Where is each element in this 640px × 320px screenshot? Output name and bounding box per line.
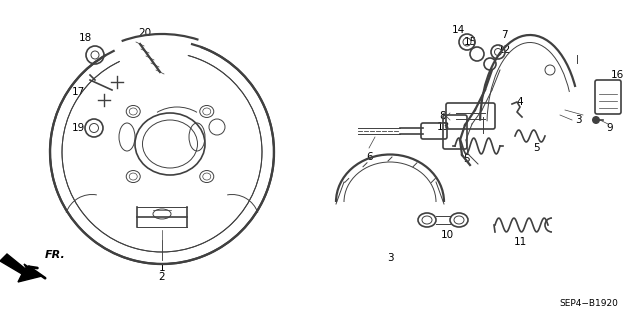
Text: 5: 5: [464, 154, 470, 164]
Text: 3: 3: [387, 253, 394, 263]
Text: 8: 8: [440, 111, 446, 121]
Text: SEP4−B1920: SEP4−B1920: [559, 299, 618, 308]
Text: 12: 12: [497, 45, 511, 55]
Text: 9: 9: [607, 123, 613, 133]
Text: 20: 20: [138, 28, 152, 38]
Text: 1: 1: [159, 263, 165, 273]
Text: 5: 5: [532, 143, 540, 153]
Text: 11: 11: [513, 237, 527, 247]
Text: 2: 2: [159, 272, 165, 282]
Text: 4: 4: [516, 97, 524, 107]
Text: 3: 3: [575, 115, 581, 125]
Text: 17: 17: [72, 87, 84, 97]
Text: 14: 14: [451, 25, 465, 35]
Polygon shape: [0, 254, 42, 282]
Text: 10: 10: [440, 230, 454, 240]
Wedge shape: [114, 38, 191, 152]
Circle shape: [592, 116, 600, 124]
Text: 18: 18: [78, 33, 92, 43]
Text: 6: 6: [367, 152, 373, 162]
Text: 16: 16: [611, 70, 623, 80]
Text: 7: 7: [500, 30, 508, 40]
Text: FR.: FR.: [45, 250, 66, 260]
Text: 13: 13: [436, 122, 450, 132]
Text: 15: 15: [463, 37, 477, 47]
Text: 19: 19: [72, 123, 84, 133]
